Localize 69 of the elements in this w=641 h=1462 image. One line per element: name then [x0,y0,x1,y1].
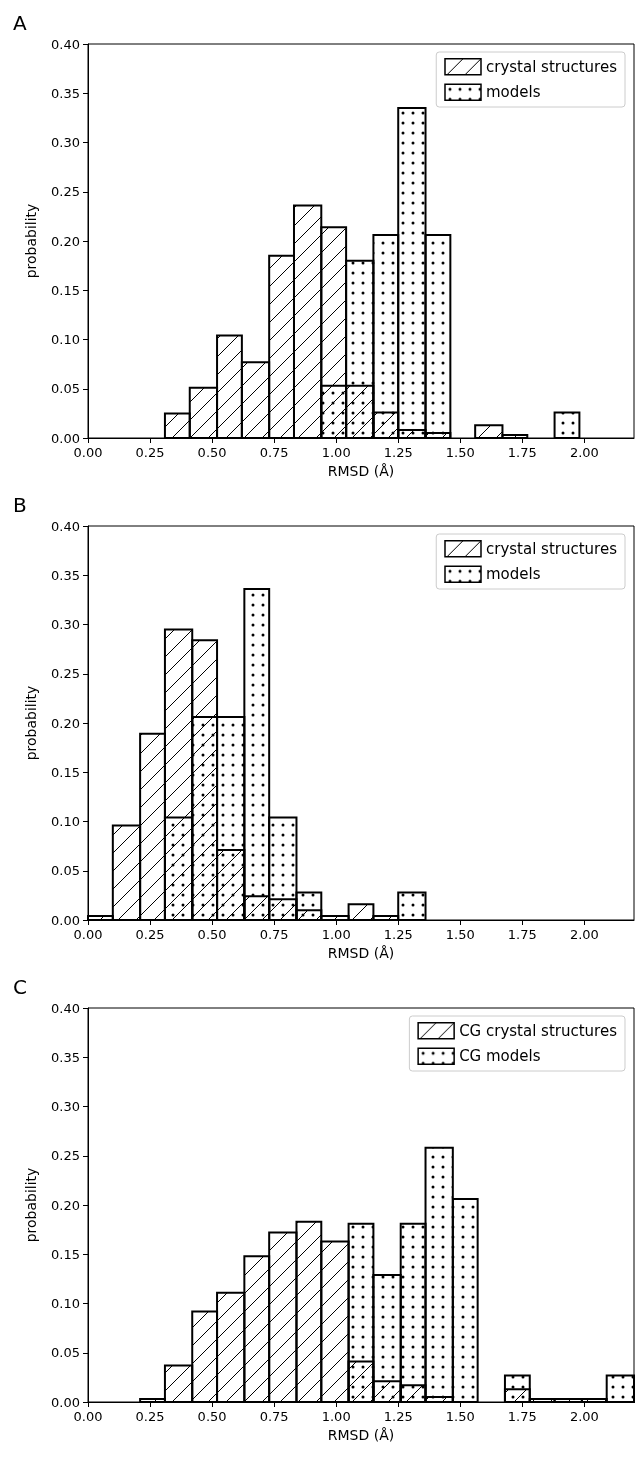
legend-label: crystal structures [486,539,618,558]
x-tick-label: 0.00 [73,927,103,942]
x-tick-label: 0.75 [259,1409,289,1424]
x-tick-label: 1.75 [507,927,537,942]
y-tick-label: 0.35 [51,567,80,583]
x-tick-label: 1.25 [383,927,413,942]
x-tick-label: 0.50 [197,927,227,942]
y-tick-label: 0.40 [51,1000,80,1016]
x-axis-title: RMSD (Å) [327,463,395,479]
x-tick-label: 1.75 [507,1409,537,1424]
x-tick-label: 0.00 [73,1409,103,1424]
y-tick-label: 0.30 [51,617,80,632]
y-tick-label: 0.25 [51,666,80,682]
y-tick-label: 0.35 [51,1049,80,1065]
y-tick-label: 0.25 [51,184,80,200]
y-tick-label: 0.00 [51,1394,80,1410]
x-tick-label: 0.50 [197,445,227,460]
y-tick-label: 0.05 [51,1345,80,1361]
x-tick-label: 1.25 [383,445,413,460]
chart-title: B [13,493,27,517]
y-tick-label: 0.10 [51,814,80,829]
x-tick-label: 1.50 [445,1409,475,1424]
legend-label: crystal structures [486,57,618,76]
legend-label: models [486,83,541,102]
y-tick-label: 0.35 [51,85,80,101]
x-axis-title: RMSD (Å) [327,1427,395,1443]
legend-label: CG crystal structures [459,1021,618,1040]
x-tick-label: 0.25 [135,445,165,460]
y-tick-label: 0.10 [51,332,80,347]
y-tick-label: 0.00 [51,430,80,446]
x-tick-label: 0.00 [73,445,103,460]
x-tick-label: 2.00 [569,1409,599,1424]
x-tick-label: 2.00 [569,927,599,942]
y-tick-label: 0.40 [51,518,80,534]
y-axis-title: probability [23,685,39,761]
y-tick-label: 0.15 [51,282,80,298]
x-tick-label: 1.50 [445,445,475,460]
y-tick-label: 0.25 [51,1148,80,1164]
y-tick-label: 0.05 [51,381,80,397]
x-tick-label: 1.25 [383,1409,413,1424]
y-axis-title: probability [23,1167,39,1243]
y-tick-label: 0.20 [51,1197,80,1213]
x-tick-label: 1.50 [445,927,475,942]
x-tick-label: 1.00 [321,445,351,460]
x-tick-label: 1.00 [321,1409,351,1424]
legend-label: models [486,565,541,584]
chart-title: A [13,11,27,35]
y-tick-label: 0.30 [51,1099,80,1114]
y-axis-title: probability [23,203,39,279]
y-tick-label: 0.15 [51,764,80,780]
y-tick-label: 0.20 [51,715,80,731]
x-tick-label: 0.75 [259,445,289,460]
y-tick-label: 0.40 [51,36,80,52]
y-tick-label: 0.30 [51,135,80,150]
y-tick-label: 0.15 [51,1246,80,1262]
x-tick-label: 0.75 [259,927,289,942]
y-tick-label: 0.00 [51,912,80,928]
legend-label: CG models [459,1047,541,1066]
x-tick-label: 0.50 [197,1409,227,1424]
chart-title: C [13,975,27,999]
y-tick-label: 0.05 [51,863,80,879]
x-tick-label: 0.25 [135,927,165,942]
x-tick-label: 1.75 [507,445,537,460]
y-tick-label: 0.10 [51,1296,80,1311]
x-tick-label: 1.00 [321,927,351,942]
x-tick-label: 0.25 [135,1409,165,1424]
y-tick-label: 0.20 [51,233,80,249]
x-axis-title: RMSD (Å) [327,945,395,961]
x-tick-label: 2.00 [569,445,599,460]
